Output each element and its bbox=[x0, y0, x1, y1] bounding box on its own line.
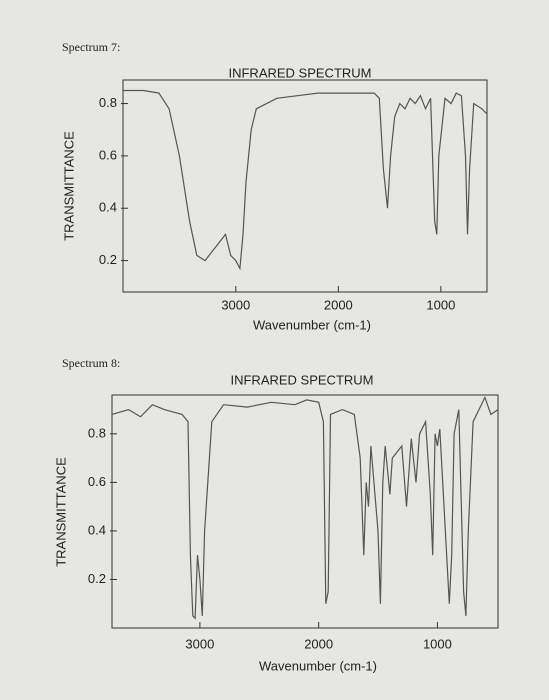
caption: Spectrum 8: bbox=[62, 356, 120, 370]
x-tick-label: 3000 bbox=[221, 297, 250, 312]
y-axis-label: TRANSMITTANCE bbox=[53, 457, 68, 567]
x-tick-label: 1000 bbox=[426, 297, 455, 312]
chart-title: INFRARED SPECTRUM bbox=[230, 372, 373, 387]
plot-frame bbox=[122, 79, 488, 293]
y-tick-label: 0.2 bbox=[99, 252, 117, 267]
y-tick-label: 0.8 bbox=[88, 425, 106, 440]
y-axis-label: TRANSMITTANCE bbox=[61, 131, 76, 241]
x-axis-label: Wavenumber (cm-1) bbox=[259, 658, 377, 673]
y-tick-label: 0.2 bbox=[88, 571, 106, 586]
x-tick-label: 1000 bbox=[423, 636, 452, 651]
chart-title: INFRARED SPECTRUM bbox=[228, 65, 371, 80]
y-tick-label: 0.8 bbox=[99, 95, 117, 110]
caption: Spectrum 7: bbox=[62, 40, 120, 54]
x-axis-label: Wavenumber (cm-1) bbox=[253, 317, 371, 332]
y-tick-label: 0.4 bbox=[88, 522, 106, 537]
plot-frame bbox=[111, 394, 499, 629]
spectrum-line bbox=[111, 395, 499, 620]
y-tick-label: 0.6 bbox=[99, 147, 117, 162]
x-tick-label: 3000 bbox=[185, 636, 214, 651]
spectrum-line bbox=[123, 89, 488, 271]
x-tick-label: 2000 bbox=[324, 297, 353, 312]
y-tick-label: 0.6 bbox=[88, 474, 106, 489]
x-tick-label: 2000 bbox=[304, 636, 333, 651]
y-tick-label: 0.4 bbox=[99, 200, 117, 215]
